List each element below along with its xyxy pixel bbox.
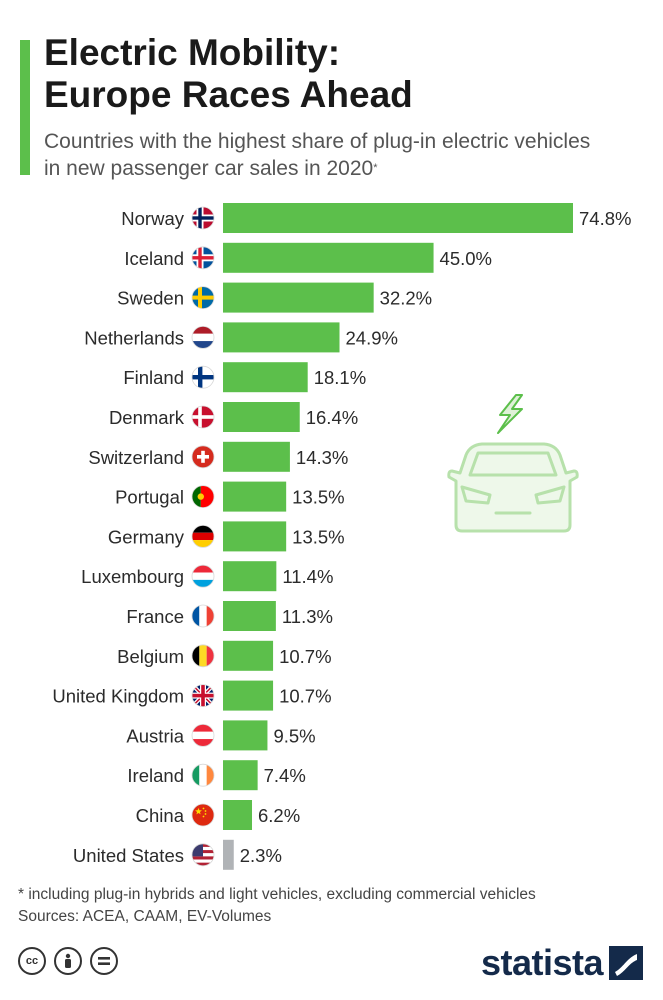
title-line-2: Europe Races Ahead xyxy=(44,74,413,115)
category-label-denmark: Denmark xyxy=(109,407,185,428)
bar-united-kingdom xyxy=(223,680,274,711)
logo-text: statista xyxy=(480,942,604,983)
bar-france xyxy=(223,601,276,631)
bar-belgium xyxy=(223,640,274,671)
bar-chart: Norway 74.8% Iceland 45.0% Sweden 32.2% Nether… xyxy=(52,203,631,870)
bar-portugal xyxy=(223,481,287,512)
value-label-china: 6.2% xyxy=(258,805,300,826)
category-label-germany: Germany xyxy=(108,526,185,547)
bar-ireland xyxy=(223,760,258,791)
statista-mark-icon xyxy=(609,946,643,980)
category-label-switzerland: Switzerland xyxy=(88,447,184,468)
switzerland-flag-icon xyxy=(192,445,214,468)
no-derivatives-icon[interactable] xyxy=(90,947,118,975)
value-label-sweden: 32.2% xyxy=(380,288,432,309)
value-label-netherlands: 24.9% xyxy=(346,327,398,348)
subtitle-line-1: Countries with the highest share of plug… xyxy=(44,130,591,153)
value-label-austria: 9.5% xyxy=(273,725,315,746)
denmark-flag-icon xyxy=(192,406,214,428)
bar-norway xyxy=(223,203,573,233)
finland-flag-icon xyxy=(192,366,214,389)
value-label-united-kingdom: 10.7% xyxy=(279,686,331,707)
electric-car-icon xyxy=(447,394,579,533)
category-label-belgium: Belgium xyxy=(117,646,184,667)
category-label-china: China xyxy=(136,805,185,826)
accent-bar xyxy=(20,40,30,175)
footnote-note: * including plug-in hybrids and light ve… xyxy=(18,886,536,903)
united-states-flag-icon xyxy=(192,843,214,866)
value-label-finland: 18.1% xyxy=(314,367,366,388)
value-label-luxembourg: 11.4% xyxy=(282,566,333,587)
austria-flag-icon xyxy=(192,724,214,747)
footnote: * including plug-in hybrids and light ve… xyxy=(18,884,536,928)
bar-denmark xyxy=(223,402,300,432)
value-label-ireland: 7.4% xyxy=(264,765,306,786)
bar-switzerland xyxy=(223,441,290,472)
value-label-portugal: 13.5% xyxy=(292,487,344,508)
france-flag-icon xyxy=(192,605,214,627)
bar-finland xyxy=(223,362,308,393)
bar-sweden xyxy=(223,282,374,313)
united-kingdom-flag-icon xyxy=(192,684,214,707)
bar-luxembourg xyxy=(223,561,277,592)
belgium-flag-icon xyxy=(192,644,214,667)
license-icons: cc xyxy=(18,947,118,975)
category-label-austria: Austria xyxy=(126,725,184,746)
value-label-belgium: 10.7% xyxy=(279,646,331,667)
attribution-icon[interactable] xyxy=(54,947,82,975)
bar-china xyxy=(223,800,253,830)
category-label-ireland: Ireland xyxy=(127,765,184,786)
category-label-iceland: Iceland xyxy=(124,248,184,269)
ireland-flag-icon xyxy=(192,764,214,787)
value-label-germany: 13.5% xyxy=(292,526,344,547)
chart-subtitle: Countries with the highest share of plug… xyxy=(44,128,654,182)
value-label-iceland: 45.0% xyxy=(440,248,492,269)
category-label-portugal: Portugal xyxy=(115,487,184,508)
category-label-united-kingdom: United Kingdom xyxy=(52,686,184,707)
portugal-flag-icon xyxy=(192,485,214,508)
norway-flag-icon xyxy=(192,207,214,229)
bar-iceland xyxy=(223,242,434,273)
chart-title: Electric Mobility: Europe Races Ahead xyxy=(44,32,644,116)
creative-commons-icon[interactable]: cc xyxy=(18,947,46,975)
bar-united-states xyxy=(223,839,234,870)
value-label-switzerland: 14.3% xyxy=(296,447,348,468)
subtitle-marker: * xyxy=(373,162,378,174)
netherlands-flag-icon xyxy=(192,326,214,349)
bar-austria xyxy=(223,720,268,751)
value-label-norway: 74.8% xyxy=(579,208,631,229)
subtitle-line-2: in new passenger car sales in 2020 xyxy=(44,157,374,180)
value-label-france: 11.3% xyxy=(282,606,333,627)
footnote-sources: Sources: ACEA, CAAM, EV-Volumes xyxy=(18,908,272,925)
germany-flag-icon xyxy=(192,525,214,548)
bar-netherlands xyxy=(223,322,340,353)
category-label-france: France xyxy=(126,606,184,627)
sweden-flag-icon xyxy=(192,286,214,309)
statista-logo[interactable]: statista xyxy=(481,942,643,984)
value-label-united-states: 2.3% xyxy=(240,845,282,866)
category-label-luxembourg: Luxembourg xyxy=(81,566,184,587)
category-label-sweden: Sweden xyxy=(117,288,184,309)
bar-germany xyxy=(223,521,287,552)
china-flag-icon xyxy=(192,804,214,826)
iceland-flag-icon xyxy=(192,246,214,269)
value-label-denmark: 16.4% xyxy=(306,407,358,428)
category-label-netherlands: Netherlands xyxy=(84,327,184,348)
category-label-norway: Norway xyxy=(121,208,184,229)
category-label-united-states: United States xyxy=(73,845,184,866)
title-line-1: Electric Mobility: xyxy=(44,32,341,73)
category-label-finland: Finland xyxy=(123,367,184,388)
luxembourg-flag-icon xyxy=(192,565,214,588)
